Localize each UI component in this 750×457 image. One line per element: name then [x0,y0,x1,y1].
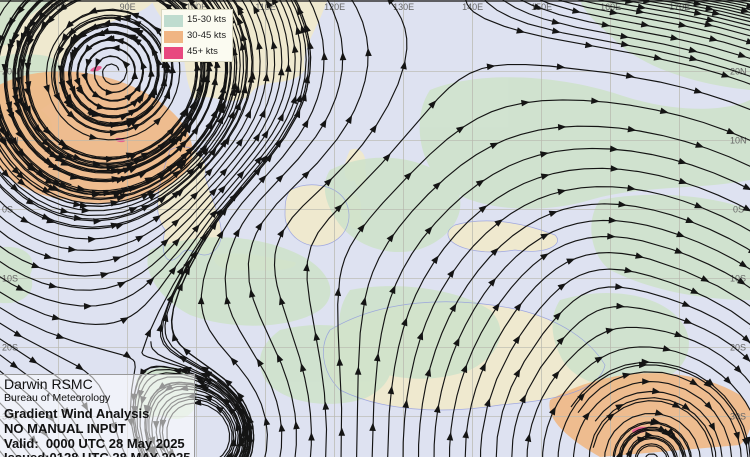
svg-text:10S: 10S [2,273,18,283]
svg-text:0S: 0S [2,204,13,214]
svg-text:0S: 0S [733,204,744,214]
svg-text:120E: 120E [324,2,345,12]
svg-text:20S: 20S [2,342,18,352]
svg-text:10N: 10N [730,135,747,145]
